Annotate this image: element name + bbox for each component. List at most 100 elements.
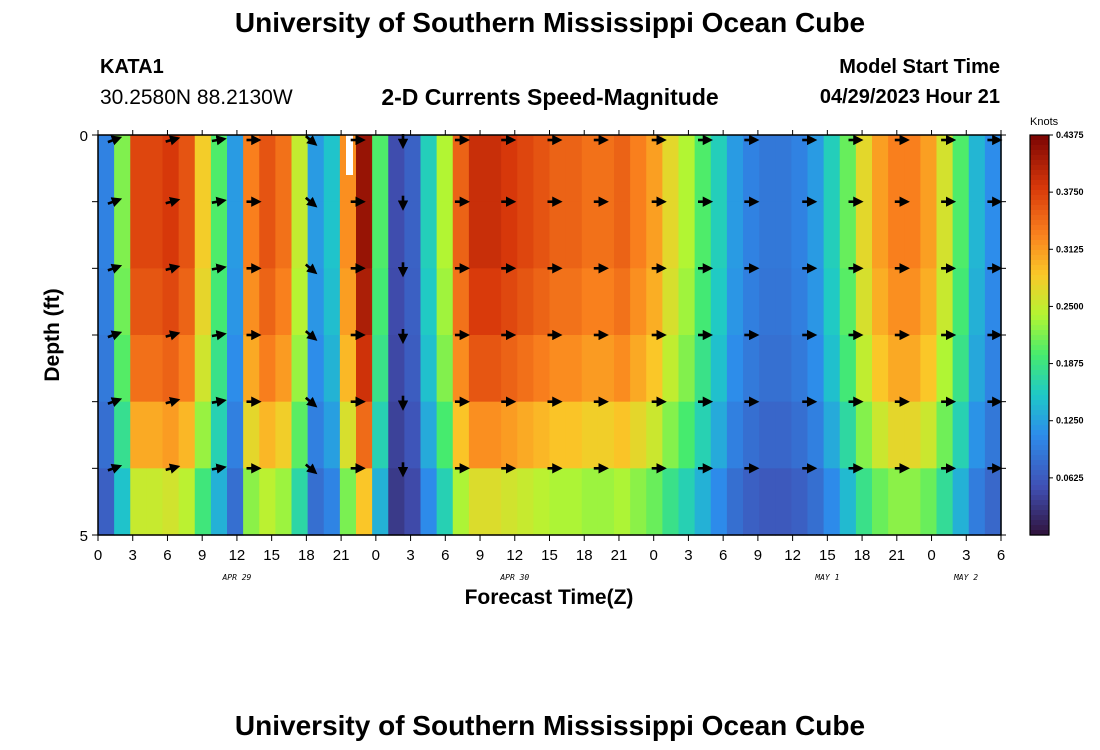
heatmap-cell <box>549 335 567 403</box>
current-arrow <box>165 463 181 474</box>
heatmap-cell <box>162 268 180 336</box>
heatmap-cell <box>791 201 809 269</box>
x-tick-label: 12 <box>784 547 801 564</box>
x-tick-label: 3 <box>129 547 137 564</box>
heatmap-cell <box>678 135 696 203</box>
colorbar-segment <box>1030 205 1049 211</box>
heatmap-cell <box>259 401 276 469</box>
heatmap-cell <box>726 335 744 403</box>
heatmap-cell <box>888 401 905 469</box>
colorbar-segment <box>1030 195 1049 201</box>
heatmap-cell <box>210 401 228 469</box>
heatmap-cell <box>243 268 260 336</box>
heatmap-cell <box>984 201 1002 269</box>
heatmap-cell <box>968 468 986 536</box>
heatmap-cell <box>565 468 583 536</box>
heatmap-cell <box>614 201 631 269</box>
heatmap-cell <box>307 268 325 336</box>
current-arrow <box>165 396 181 408</box>
x-tick-label: 21 <box>888 547 905 564</box>
colorbar-segment <box>1030 490 1049 496</box>
heatmap-cell <box>517 335 534 403</box>
heatmap-cell <box>98 401 115 469</box>
colorbar-segment <box>1030 435 1049 441</box>
heatmap-cell <box>678 468 696 536</box>
colorbar-frame <box>1029 134 1050 536</box>
heatmap-cell <box>275 268 293 336</box>
date-label: APR 30 <box>499 573 529 582</box>
heatmap-cell <box>855 201 873 269</box>
colorbar-segment <box>1030 395 1049 401</box>
colorbar-segment <box>1030 400 1049 406</box>
heatmap-cell <box>694 201 712 269</box>
model-start-label: Model Start Time <box>839 56 1000 78</box>
heatmap-cell <box>339 401 357 469</box>
heatmap-cell <box>984 468 1002 536</box>
x-tick-label: 6 <box>441 547 449 564</box>
heatmap-cell <box>307 401 325 469</box>
heatmap-cell <box>759 135 776 203</box>
heatmap-cell <box>339 201 357 269</box>
page-title: University of Southern Mississippi Ocean… <box>234 7 866 38</box>
heatmap-cell <box>630 135 647 203</box>
heatmap-cell <box>726 468 744 536</box>
heatmap-cell <box>904 401 921 469</box>
heatmap-cell <box>581 135 599 203</box>
heatmap-cell <box>146 335 164 403</box>
heatmap-cell <box>291 468 309 536</box>
heatmap-cell <box>98 335 115 403</box>
heatmap-cell <box>146 135 164 203</box>
heatmap-cell <box>984 401 1002 469</box>
heatmap-cell <box>597 135 615 203</box>
heatmap-cell <box>517 135 534 203</box>
heatmap-cell <box>307 335 325 403</box>
heatmap-cell <box>388 401 405 469</box>
colorbar-segment <box>1030 370 1049 376</box>
heatmap-cell <box>581 401 599 469</box>
x-tick-label: 15 <box>541 547 558 564</box>
heatmap-cell <box>178 335 196 403</box>
heatmap-cell <box>178 135 196 203</box>
heatmap-cell <box>130 335 147 403</box>
heatmap-cell <box>807 468 825 536</box>
current-arrow <box>304 263 318 275</box>
colorbar-segment <box>1030 500 1049 506</box>
heatmap-cell <box>194 201 212 269</box>
heatmap-cell <box>98 135 115 203</box>
heatmap-cell <box>759 335 776 403</box>
heatmap-cell <box>678 268 696 336</box>
heatmap-cell <box>743 201 760 269</box>
heatmap-cell <box>404 401 422 469</box>
colorbar-segment <box>1030 515 1049 521</box>
heatmap-cell <box>323 135 341 203</box>
colorbar-segment <box>1030 280 1049 286</box>
heatmap-cell <box>517 468 534 536</box>
heatmap-cell <box>565 268 583 336</box>
heatmap-cell <box>210 268 228 336</box>
heatmap-cell <box>630 401 647 469</box>
station-coordinates: 30.2580N 88.2130W <box>100 86 293 109</box>
heatmap-cell <box>146 401 164 469</box>
heatmap-cell <box>227 268 244 336</box>
current-arrow <box>304 330 318 341</box>
heatmap-cell <box>565 335 583 403</box>
heatmap-cell <box>662 468 680 536</box>
heatmap-cell <box>307 468 325 536</box>
heatmap-cell <box>904 268 921 336</box>
heatmap-cell <box>936 401 954 469</box>
heatmap-cell <box>356 335 373 403</box>
heatmap-cell <box>726 201 744 269</box>
heatmap-cell <box>549 135 567 203</box>
x-tick-label: 0 <box>927 547 935 564</box>
heatmap-cell <box>259 335 276 403</box>
x-tick-label: 6 <box>997 547 1005 564</box>
heatmap-cell <box>291 335 309 403</box>
heatmap-cell <box>694 135 712 203</box>
heatmap-cell <box>307 201 325 269</box>
heatmap-cell <box>98 468 115 536</box>
heatmap-cell <box>501 135 518 203</box>
heatmap-cell <box>468 135 486 203</box>
heatmap-cells <box>98 135 1002 536</box>
heatmap-cell <box>662 135 680 203</box>
heatmap-cell <box>452 135 470 203</box>
